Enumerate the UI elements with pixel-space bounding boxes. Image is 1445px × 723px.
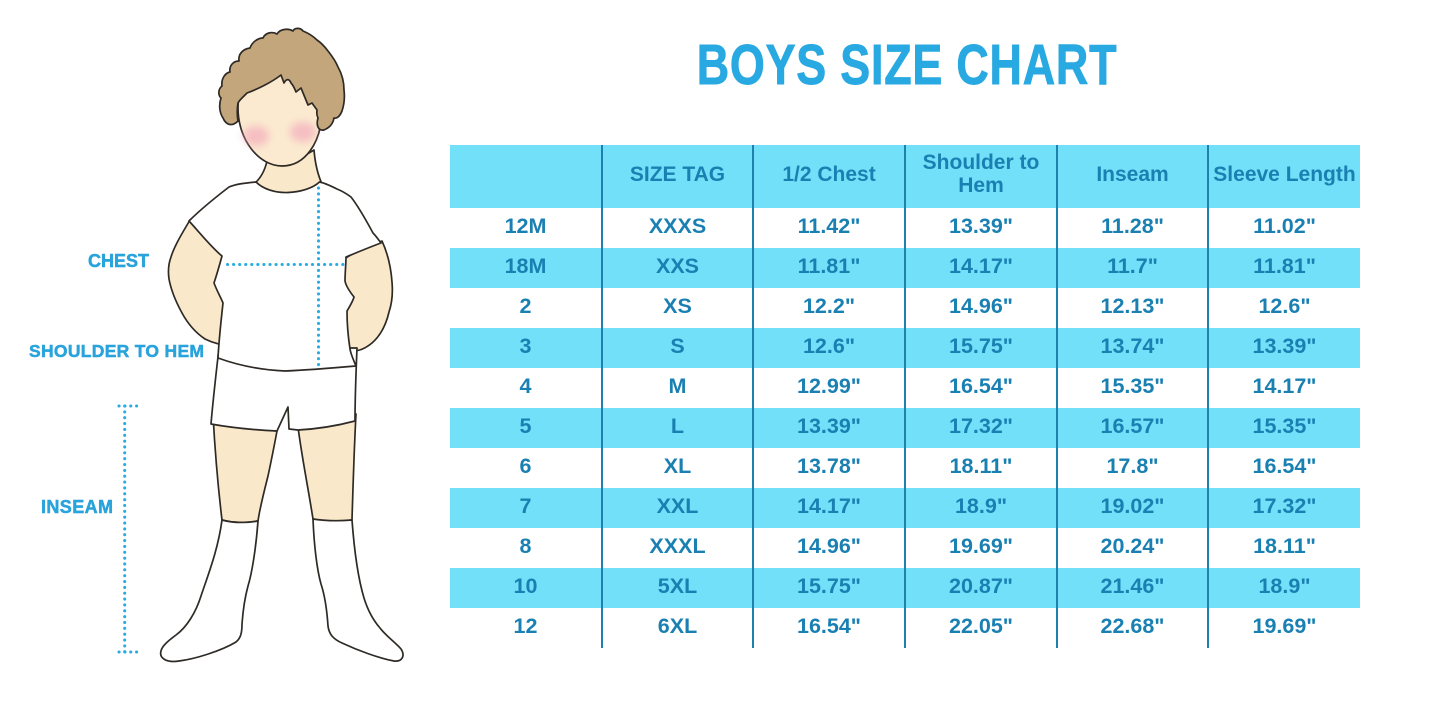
svg-text:INSEAM: INSEAM	[41, 497, 113, 517]
svg-text:SHOULDER TO HEM: SHOULDER TO HEM	[29, 341, 204, 361]
svg-text:CHEST: CHEST	[88, 251, 149, 271]
